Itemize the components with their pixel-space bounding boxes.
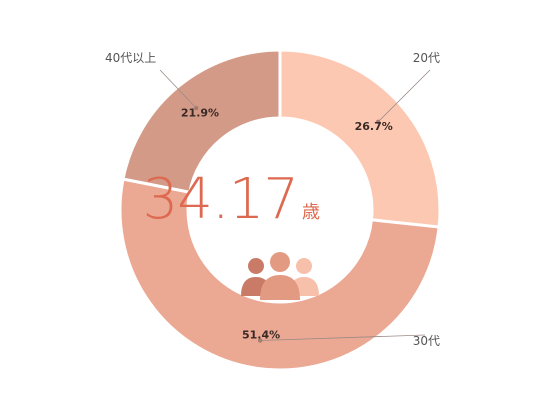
people-group-icon	[241, 252, 319, 300]
slice-percent-label: 21.9%	[181, 107, 219, 120]
donut-slice-2	[118, 177, 441, 372]
leader-line	[260, 334, 426, 341]
slice-percent-label: 26.7%	[355, 120, 393, 133]
slice-percent-label: 51.4%	[242, 329, 280, 342]
leader-line	[377, 69, 431, 123]
person-head	[248, 258, 264, 274]
person-head	[296, 258, 312, 274]
category-label: 30代	[413, 334, 440, 348]
category-label: 40代以上	[105, 51, 156, 65]
average-age-value: 34.17	[143, 167, 298, 232]
donut-slice-3	[121, 48, 282, 194]
donut-slice-1	[278, 48, 442, 229]
leader-line	[159, 69, 197, 109]
category-label: 20代	[413, 51, 440, 65]
center-average: 34.17 歳	[143, 167, 320, 300]
person-body	[260, 275, 300, 300]
person-head	[270, 252, 290, 272]
average-age-unit: 歳	[302, 202, 320, 223]
